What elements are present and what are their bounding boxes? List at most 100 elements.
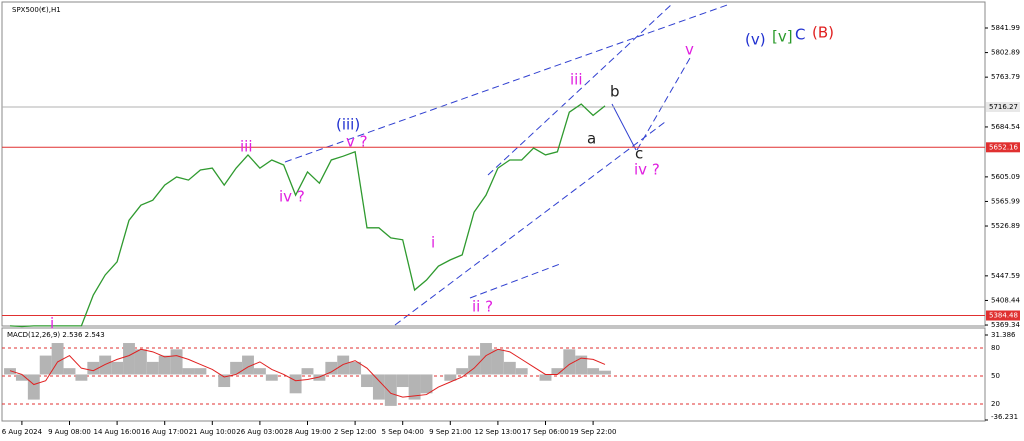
main-frame: [1, 1, 986, 327]
x-tick-label: 14 Aug 16:00: [93, 428, 140, 436]
macd-bar: [337, 355, 350, 375]
y-tick-label: 5684.54: [991, 123, 1020, 131]
y-tick-label: 5526.89: [991, 222, 1020, 230]
y2-tick-label: 20: [991, 400, 1000, 408]
x-tick-label: 9 Sep 21:00: [429, 428, 471, 436]
level-label: 5652.16: [989, 143, 1018, 151]
macd-bar: [551, 368, 564, 375]
wave-label: i: [50, 315, 54, 333]
macd-bar: [372, 374, 385, 400]
macd-bar: [87, 361, 100, 375]
y-tick-label: 5408.44: [991, 296, 1020, 304]
macd-bar: [51, 343, 64, 375]
macd-bar: [575, 355, 588, 375]
y-tick-label: -36.231: [991, 413, 1018, 421]
macd-bar: [396, 374, 409, 388]
trend-line: [636, 57, 691, 151]
x-tick-label: 21 Aug 10:00: [189, 428, 236, 436]
level-label: 5384.48: [989, 312, 1018, 320]
macd-bar: [123, 343, 135, 375]
x-tick-label: 17 Sep 06:00: [522, 428, 569, 436]
macd-bar: [218, 374, 231, 388]
wave-label: v: [685, 41, 694, 59]
level-label: 5716.27: [989, 103, 1018, 111]
macd-bar: [146, 361, 159, 375]
macd-bar: [384, 374, 397, 406]
x-tick-label: 2 Sep 12:00: [334, 428, 376, 436]
y-tick-label: 5763.79: [991, 73, 1020, 81]
x-tick-label: 26 Aug 03:00: [236, 428, 283, 436]
macd-bar: [349, 361, 362, 375]
macd-bar: [230, 361, 243, 375]
level-label-box: [986, 142, 1020, 153]
price-line: [9, 103, 606, 328]
macd-bar: [468, 355, 481, 375]
x-tick-label: 6 Aug 2024: [2, 428, 43, 436]
projection-line: [611, 103, 637, 151]
macd-bar: [158, 355, 171, 375]
macd-bar: [587, 368, 600, 375]
x-tick-label: 16 Aug 17:00: [141, 428, 188, 436]
macd-bar: [4, 368, 16, 375]
wave-label: iii: [240, 138, 253, 156]
macd-bar: [491, 349, 504, 375]
macd-bar: [313, 374, 326, 381]
y2-tick-label: 50: [991, 372, 1000, 380]
level-label-box: [986, 102, 1020, 113]
macd-bar: [539, 374, 552, 381]
wave-label: a: [587, 130, 596, 148]
macd-bar: [301, 368, 314, 375]
wave-label: (v): [745, 31, 766, 49]
y-tick-label: 5802.89: [991, 49, 1020, 57]
macd-bar: [75, 374, 88, 381]
macd-bar: [182, 368, 195, 375]
macd-bar: [27, 374, 40, 400]
macd-bar: [39, 355, 52, 375]
y2-tick-label: 80: [991, 344, 1000, 352]
macd-bar: [15, 374, 28, 381]
macd-title: MACD(12,26,9) 2.536 2.543: [7, 331, 105, 339]
chart-title: SPX500(€),H1: [12, 6, 61, 14]
macd-bar: [265, 374, 278, 381]
wave-label: c: [635, 145, 643, 163]
wave-label: [v]: [772, 28, 793, 46]
x-tick-label: 12 Sep 13:00: [475, 428, 522, 436]
macd-bar: [408, 374, 421, 400]
macd-bar: [194, 368, 207, 375]
macd-bar: [503, 361, 516, 375]
macd-bar: [63, 368, 76, 375]
wave-label: b: [610, 83, 620, 101]
y-tick-label: 5447.59: [991, 272, 1020, 280]
wave-label: iv ?: [634, 161, 660, 179]
wave-label: C: [795, 26, 805, 44]
trend-line: [487, 3, 673, 176]
trend-line: [284, 3, 731, 163]
macd-bar: [325, 361, 338, 375]
trend-line: [469, 263, 561, 299]
y-tick-label: 31.386: [991, 331, 1016, 339]
x-tick-label: 28 Aug 19:00: [284, 428, 331, 436]
macd-bar: [515, 368, 528, 375]
macd-bar: [361, 374, 373, 388]
macd-bar: [242, 355, 254, 375]
macd-frame: [1, 327, 986, 422]
trend-line: [394, 121, 666, 326]
x-tick-label: 19 Sep 22:00: [570, 428, 617, 436]
macd-bar: [134, 349, 147, 375]
macd-bar: [253, 368, 266, 375]
macd-bar: [444, 374, 457, 381]
signal-line: [9, 348, 606, 398]
y-tick-label: 5841.99: [991, 24, 1020, 32]
wave-label: v ?: [346, 133, 368, 151]
y-tick-label: 5605.09: [991, 173, 1020, 181]
macd-bar: [480, 343, 492, 375]
wave-label: (B): [812, 24, 834, 42]
x-tick-label: 9 Aug 08:00: [48, 428, 91, 436]
macd-bar: [170, 349, 183, 375]
level-label-box: [986, 310, 1020, 321]
wave-label: iv ?: [279, 188, 305, 206]
wave-label: (iii): [336, 116, 360, 134]
trend-lines: [284, 3, 731, 326]
wave-label: i: [431, 234, 435, 252]
